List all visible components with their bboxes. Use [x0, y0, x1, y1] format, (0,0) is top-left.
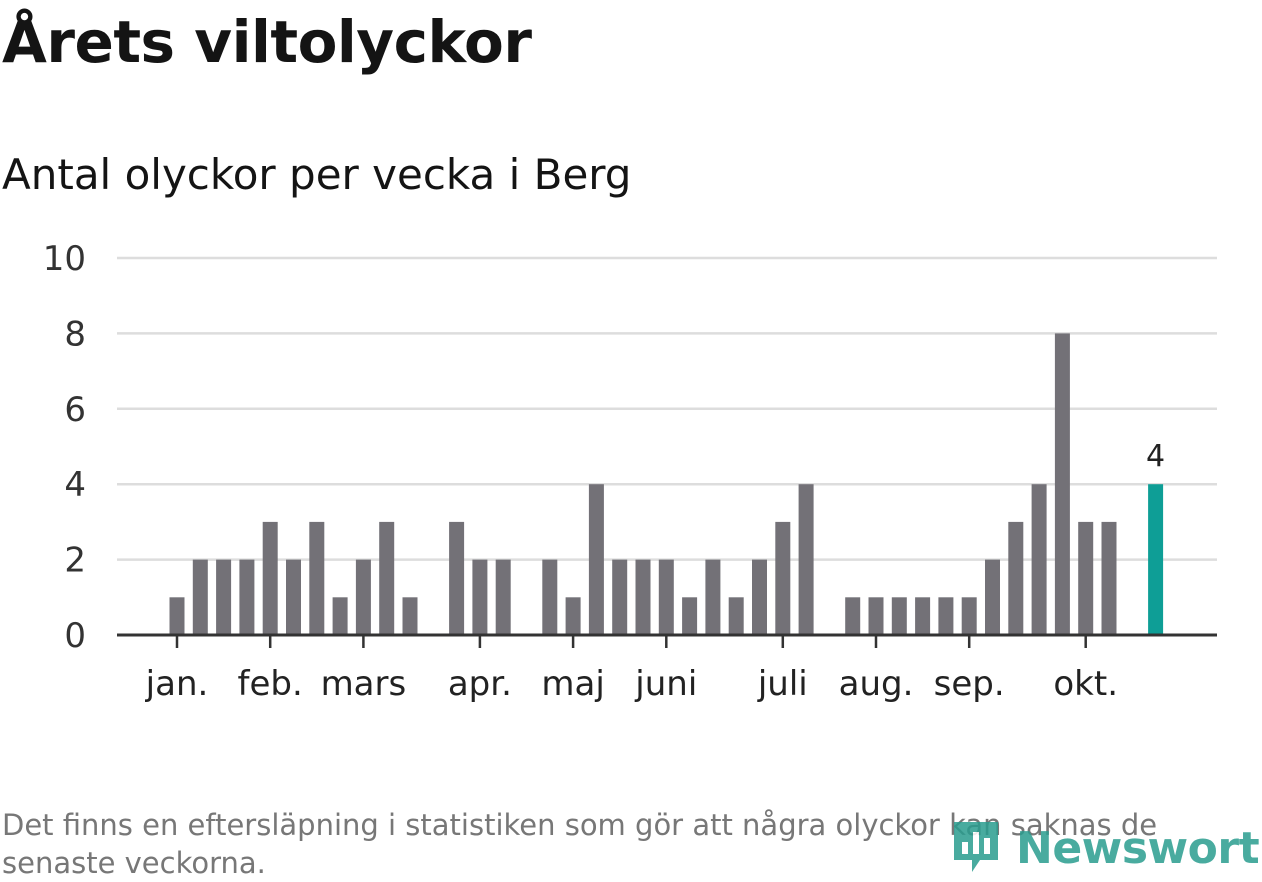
bar [588, 484, 604, 635]
y-tick-label: 10 [43, 239, 86, 279]
x-tick-label: jan. [145, 664, 209, 704]
bar [658, 559, 674, 635]
y-axis-ticks: 0 2 4 6 8 10 [43, 239, 86, 656]
y-tick-label: 6 [64, 390, 86, 430]
bar [495, 559, 511, 635]
bar [332, 597, 348, 635]
bar [775, 521, 791, 635]
newsworthy-logo-icon [950, 816, 1002, 880]
brand-logo: Newsworthy [950, 816, 1262, 880]
x-axis: jan. feb. mars apr. maj juni juli aug. sep. okt. [117, 633, 1217, 704]
bar [635, 559, 651, 635]
x-tick-label: mars [321, 664, 407, 704]
bar-labels: 4 [1146, 439, 1165, 474]
bars [169, 333, 1164, 635]
bar [286, 559, 301, 635]
bar [682, 597, 698, 635]
bar [239, 559, 255, 635]
x-tick-label: juni [634, 664, 697, 704]
y-tick-label: 2 [64, 541, 86, 581]
chart-subtitle: Antal olyckor per vecka i Berg [2, 150, 632, 199]
bar-chart: 0 2 4 6 8 10 4 jan. feb. mars apr. maj juni juli aug… [43, 239, 1217, 704]
bar [449, 521, 465, 635]
bar [1031, 484, 1047, 635]
bar [612, 559, 628, 635]
bar [542, 559, 558, 635]
bar [1101, 521, 1117, 635]
x-tick-label: sep. [934, 664, 1005, 704]
y-tick-label: 0 [64, 616, 86, 656]
x-tick-label: okt. [1053, 664, 1118, 704]
bar [961, 597, 977, 635]
bar [1054, 333, 1070, 635]
chart-title: Årets viltolyckor [2, 8, 532, 76]
bar [402, 597, 418, 635]
bar [355, 559, 371, 635]
bar [379, 521, 395, 635]
bar [705, 559, 721, 635]
x-tick-label: aug. [839, 664, 914, 704]
bar [1078, 521, 1094, 635]
x-tick-label: feb. [238, 664, 303, 704]
bar [752, 559, 767, 635]
x-tick-label: apr. [448, 664, 512, 704]
x-tick-label: juli [757, 664, 808, 704]
bar-value-label: 4 [1146, 439, 1165, 474]
bar [798, 484, 814, 635]
bar [915, 597, 931, 635]
bar [985, 559, 1000, 635]
grid-lines [117, 256, 1217, 561]
bar [868, 597, 884, 635]
bar [472, 559, 488, 635]
bar [309, 521, 325, 635]
brand-name: Newsworthy [1016, 822, 1262, 874]
bar-highlight [1148, 484, 1164, 635]
bar [169, 597, 185, 635]
bar [192, 559, 208, 635]
bar [1008, 521, 1024, 635]
bar [216, 559, 232, 635]
bar [728, 597, 744, 635]
bar [262, 521, 278, 635]
bar [938, 597, 954, 635]
y-tick-label: 8 [64, 314, 86, 354]
bar [891, 597, 907, 635]
bar [845, 597, 861, 635]
y-tick-label: 4 [64, 465, 86, 505]
x-tick-label: maj [541, 664, 604, 704]
bar [565, 597, 581, 635]
